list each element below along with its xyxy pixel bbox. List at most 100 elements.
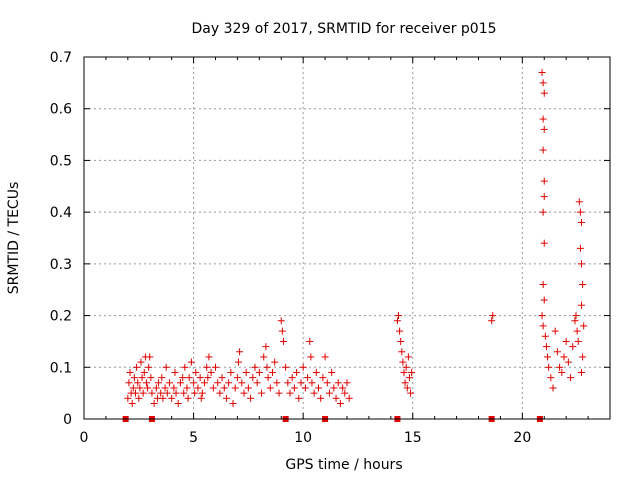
data-point-marker xyxy=(573,327,581,335)
data-point-marker xyxy=(578,301,586,309)
data-point-marker xyxy=(162,363,170,371)
data-point-marker xyxy=(235,358,243,366)
data-point-marker xyxy=(275,389,283,397)
data-point-marker xyxy=(138,374,146,382)
data-point-marker xyxy=(560,353,568,361)
y-tick-label: 0.4 xyxy=(50,205,72,221)
data-point-marker xyxy=(551,327,559,335)
data-point-marker xyxy=(152,384,160,392)
data-point-marker xyxy=(227,368,235,376)
data-point-marker xyxy=(233,374,241,382)
data-point-marker xyxy=(132,389,140,397)
data-point-marker xyxy=(330,384,338,392)
data-point-marker xyxy=(184,394,192,402)
x-axis-label: GPS time / hours xyxy=(285,457,402,473)
data-point-marker xyxy=(578,218,586,226)
x-tick-label: 15 xyxy=(404,430,422,446)
data-point-marker xyxy=(567,374,575,382)
data-point-marker xyxy=(334,379,342,387)
data-point-marker xyxy=(538,312,546,320)
data-points xyxy=(122,69,588,422)
data-point-marker xyxy=(308,379,316,387)
data-point-marker xyxy=(315,384,323,392)
data-point-marker xyxy=(236,348,244,356)
data-point-marker xyxy=(310,389,318,397)
data-point-marker xyxy=(277,317,285,325)
data-point-marker xyxy=(341,389,349,397)
data-point-marker xyxy=(181,363,189,371)
data-point-marker xyxy=(201,379,209,387)
data-point-marker xyxy=(578,260,586,268)
data-point-marker xyxy=(405,374,413,382)
data-point-marker xyxy=(393,317,401,325)
x-tick-label: 20 xyxy=(513,430,531,446)
y-axis-label: SRMTID / TECUs xyxy=(6,182,22,295)
data-point-marker xyxy=(238,379,246,387)
data-point-marker xyxy=(218,374,226,382)
data-point-marker xyxy=(579,281,587,289)
data-point-marker xyxy=(247,394,255,402)
data-point-marker xyxy=(407,389,415,397)
data-point-marker xyxy=(205,353,213,361)
data-point-marker xyxy=(540,89,548,97)
data-point-marker xyxy=(225,379,233,387)
data-point-marker xyxy=(343,379,351,387)
data-point-marker xyxy=(125,379,133,387)
data-point-marker xyxy=(321,353,329,361)
data-point-marker xyxy=(133,363,141,371)
data-point-marker xyxy=(157,389,165,397)
data-point-marker xyxy=(301,384,309,392)
data-point-marker xyxy=(244,384,252,392)
data-point-marker xyxy=(328,368,336,376)
data-point-marker xyxy=(278,327,286,335)
data-point-marker xyxy=(544,353,552,361)
data-point-marker xyxy=(540,193,548,201)
data-point-marker xyxy=(266,384,274,392)
data-point-marker xyxy=(398,348,406,356)
data-point-marker xyxy=(212,363,219,371)
data-point-marker xyxy=(264,374,272,382)
data-point-marker xyxy=(268,368,276,376)
data-point-marker xyxy=(576,244,584,252)
data-point-marker xyxy=(242,368,250,376)
data-point-marker xyxy=(539,79,547,87)
data-point-marker xyxy=(180,389,188,397)
data-point-marker xyxy=(558,368,566,376)
data-point-marker xyxy=(136,384,144,392)
data-point-marker xyxy=(140,368,148,376)
data-point-marker xyxy=(130,374,138,382)
data-point-marker xyxy=(146,353,154,361)
data-point-marker xyxy=(222,394,230,402)
data-point-marker xyxy=(579,353,587,361)
data-point-marker xyxy=(171,368,179,376)
data-point-marker xyxy=(185,374,193,382)
data-point-marker xyxy=(163,389,171,397)
data-point-marker xyxy=(539,146,547,154)
data-point-marker xyxy=(170,384,178,392)
data-point-marker xyxy=(312,368,320,376)
data-point-marker xyxy=(403,384,411,392)
data-point-marker xyxy=(129,384,137,392)
data-point-marker xyxy=(220,384,228,392)
data-point-marker xyxy=(553,348,561,356)
data-point-marker xyxy=(126,368,134,376)
data-point-marker xyxy=(124,394,132,402)
y-tick-label: 0.2 xyxy=(50,309,72,325)
data-point-marker xyxy=(240,389,248,397)
data-point-marker xyxy=(147,374,155,382)
data-point-marker xyxy=(144,384,152,392)
data-point-marker xyxy=(258,389,266,397)
data-point-marker xyxy=(255,368,263,376)
data-point-marker xyxy=(397,337,405,345)
y-tick-label: 0.5 xyxy=(50,153,72,169)
data-point-marker xyxy=(571,317,579,325)
data-point-marker xyxy=(187,358,195,366)
data-point-marker xyxy=(293,368,301,376)
data-point-marker xyxy=(165,379,173,387)
data-point-marker xyxy=(176,379,184,387)
data-point-marker xyxy=(174,399,182,407)
data-point-marker xyxy=(262,343,270,351)
data-point-marker xyxy=(263,363,271,371)
data-point-marker xyxy=(306,337,314,345)
